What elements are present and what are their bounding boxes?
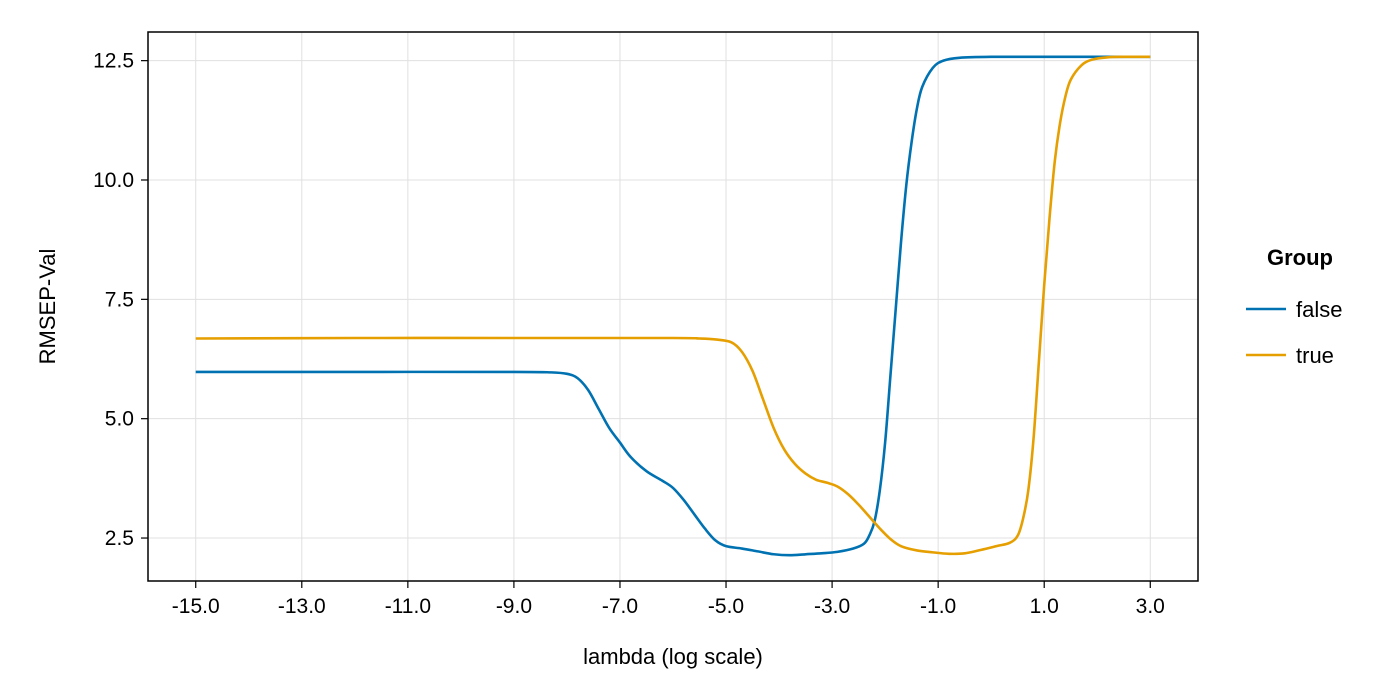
x-tick-label: 1.0 <box>1030 595 1059 618</box>
y-tick-label: 5.0 <box>105 408 134 431</box>
y-tick-label: 7.5 <box>105 288 134 311</box>
y-tick-label: 10.0 <box>93 169 134 192</box>
y-axis-title: RMSEP-Val <box>35 249 60 365</box>
x-tick-label: -7.0 <box>602 595 638 618</box>
series-lines <box>195 55 1151 557</box>
series-line-true <box>195 55 1151 556</box>
x-tick-label: -11.0 <box>385 595 431 618</box>
x-tick-label: -15.0 <box>172 595 220 618</box>
x-tick-label: -9.0 <box>496 595 532 618</box>
x-tick-label: 3.0 <box>1136 595 1165 618</box>
y-tick-label: 12.5 <box>93 50 134 73</box>
x-tick-label: -13.0 <box>278 595 326 618</box>
axis-ticks: -15.0 -13.0 -11.0 -9.0 -7.0 -5.0 -3.0 -1.0 1.0 3.… <box>93 50 1165 618</box>
legend: Group false true <box>1246 245 1342 368</box>
y-tick-label: 2.5 <box>105 527 134 550</box>
series-line-false <box>195 55 1151 557</box>
legend-label-true: true <box>1296 343 1334 368</box>
legend-label-false: false <box>1296 297 1342 322</box>
x-tick-label: -3.0 <box>814 595 850 618</box>
x-tick-label: -1.0 <box>920 595 956 618</box>
plot-frame <box>147 31 1199 582</box>
x-tick-label: -5.0 <box>708 595 744 618</box>
grid-lines <box>148 32 1198 581</box>
x-axis-title: lambda (log scale) <box>583 644 763 669</box>
legend-title: Group <box>1267 245 1333 270</box>
